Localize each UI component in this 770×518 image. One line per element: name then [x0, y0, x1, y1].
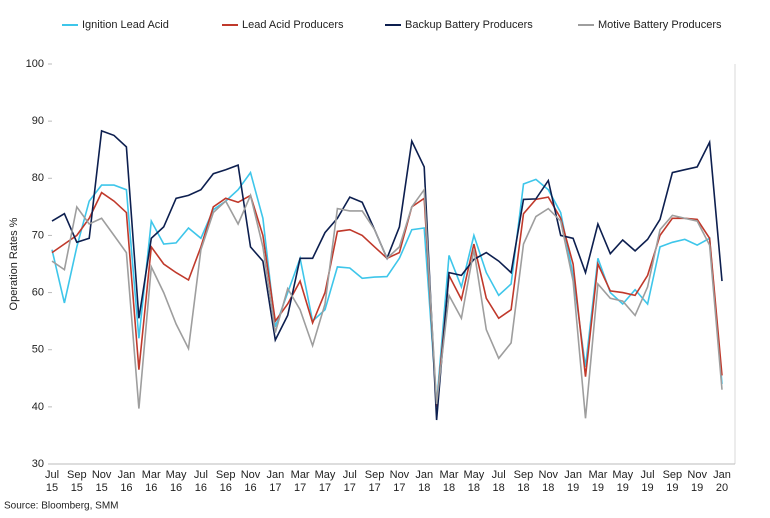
x-tick-label: Mar 19 — [588, 469, 608, 494]
series-line — [51, 170, 723, 405]
x-tick-label: May 16 — [165, 469, 187, 494]
y-tick-label: 40 — [32, 401, 44, 413]
legend-label: Lead Acid Producers — [242, 19, 344, 31]
y-tick-label: 90 — [32, 115, 44, 127]
series-line — [51, 187, 723, 419]
y-tick-label: 100 — [26, 58, 44, 70]
x-tick-label: Sep 18 — [513, 469, 534, 494]
x-tick-label: Jul 18 — [491, 469, 506, 494]
x-tick-label: Jan 20 — [713, 469, 731, 494]
source: Source: Bloomberg, SMM — [4, 501, 119, 512]
x-tick-label: Sep 17 — [364, 469, 385, 494]
y-tick-label: 70 — [32, 229, 44, 241]
x-tick-label: Nov 17 — [389, 469, 410, 494]
x-tick-label: Mar 16 — [141, 469, 161, 494]
legend-label: Backup Battery Producers — [405, 19, 533, 31]
x-tick-label: May 17 — [314, 469, 336, 494]
x-tick-label: May 18 — [463, 469, 485, 494]
y-tick-label: 30 — [32, 458, 44, 470]
x-tick-label: Sep 15 — [67, 469, 87, 494]
y-axis-title: Operation Rates % — [8, 217, 20, 310]
x-tick-label: Jan 16 — [117, 469, 136, 494]
y-tick-label: 50 — [32, 344, 44, 356]
legend-label: Motive Battery Producers — [598, 19, 722, 31]
x-tick-label: Nov 18 — [538, 469, 559, 494]
x-tick-label: Sep 16 — [215, 469, 236, 494]
x-tick-label: Jul 16 — [193, 469, 208, 494]
x-tick-label: Jan 18 — [415, 469, 434, 494]
x-tick-label: Jul 19 — [640, 469, 655, 494]
x-tick-label: Jan 17 — [266, 469, 285, 494]
y-tick-label: 80 — [32, 172, 44, 184]
x-tick-label: Mar 18 — [439, 469, 459, 494]
y-tick-label: 60 — [32, 286, 44, 298]
x-tick-label: Jan 19 — [564, 469, 582, 494]
x-tick-label: Sep 19 — [662, 469, 683, 494]
x-tick-label: Nov 19 — [687, 469, 707, 494]
x-tick-label: Nov 15 — [91, 469, 112, 494]
x-tick-label: Nov 16 — [240, 469, 261, 494]
x-tick-label: Jul 15 — [44, 469, 60, 494]
x-tick-label: May 19 — [612, 469, 634, 494]
legend-label: Ignition Lead Acid — [82, 19, 169, 31]
x-tick-label: Jul 17 — [342, 469, 357, 494]
x-tick-label: Mar 17 — [290, 469, 310, 494]
